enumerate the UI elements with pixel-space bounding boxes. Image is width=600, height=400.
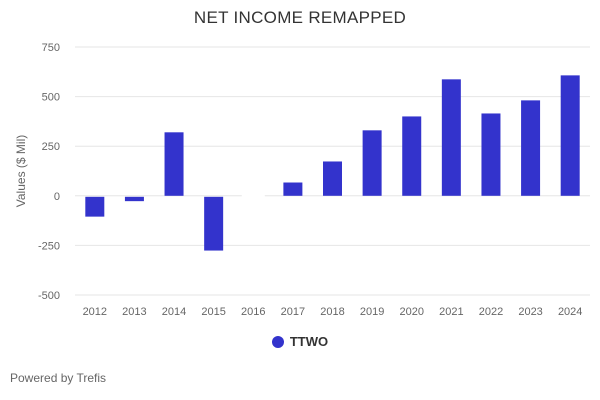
x-tick-label: 2024 [558, 306, 582, 318]
bar-2012 [85, 196, 105, 217]
y-axis-label: Values ($ Mil) [14, 135, 28, 207]
bar-2024 [560, 75, 580, 196]
missing-bar-gap [241, 194, 265, 198]
y-tick-label: 0 [54, 191, 60, 203]
bar-2019 [362, 130, 382, 196]
legend-label: TTWO [289, 334, 329, 349]
bar-2013 [124, 196, 144, 202]
x-tick-label: 2012 [83, 306, 107, 318]
x-tick-label: 2021 [439, 306, 463, 318]
x-tick-label: 2022 [479, 306, 503, 318]
x-tick-label: 2018 [320, 306, 344, 318]
x-tick-label: 2015 [201, 306, 225, 318]
bar-2021 [441, 79, 461, 196]
bar-2018 [323, 161, 342, 196]
y-tick-label: -500 [38, 290, 60, 302]
x-tick-label: 2023 [518, 306, 542, 318]
bar-2022 [481, 113, 501, 196]
legend[interactable]: TTWO [0, 334, 600, 349]
legend-marker [271, 335, 284, 348]
bar-2023 [521, 100, 541, 196]
x-tick-label: 2013 [122, 306, 146, 318]
x-tick-label: 2019 [360, 306, 384, 318]
bar-2015 [204, 196, 224, 251]
powered-by-text: Powered by Trefis [10, 371, 107, 385]
y-tick-label: -250 [38, 240, 60, 252]
y-tick-label: 750 [42, 42, 60, 54]
y-tick-label: 500 [42, 92, 60, 104]
chart-title: NET INCOME REMAPPED [193, 8, 407, 27]
bar-2020 [402, 116, 422, 196]
x-tick-label: 2020 [399, 306, 423, 318]
x-tick-label: 2016 [241, 306, 265, 318]
bar-2017 [283, 182, 303, 196]
y-tick-label: 250 [42, 141, 60, 153]
bar-2014 [164, 132, 184, 196]
x-tick-label: 2017 [281, 306, 305, 318]
x-tick-label: 2014 [162, 306, 186, 318]
